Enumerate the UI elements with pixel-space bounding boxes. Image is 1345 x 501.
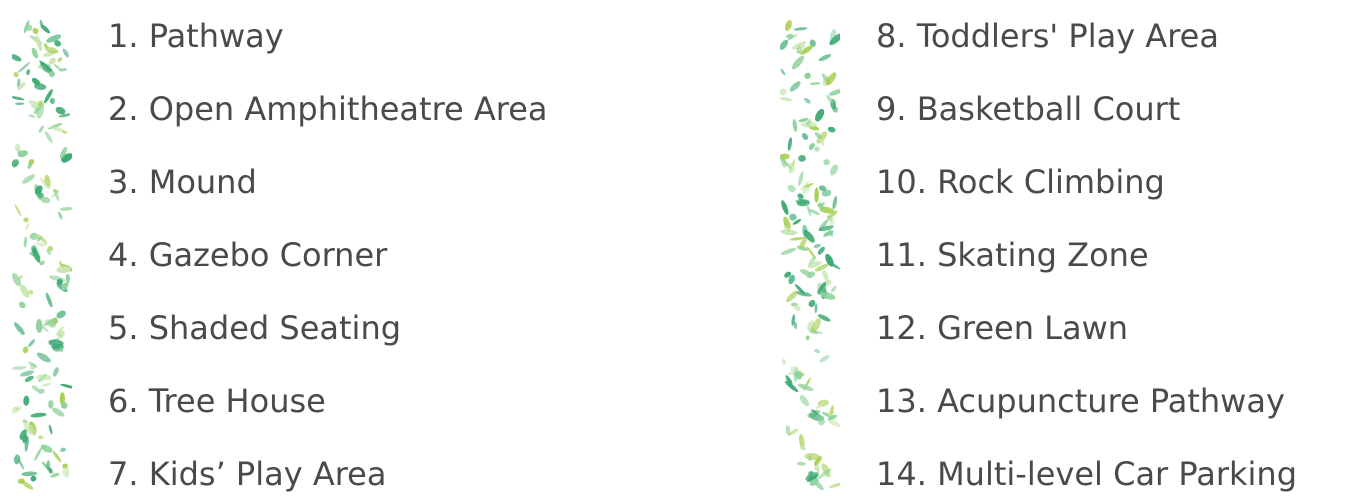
amenity-item: 8. Toddlers' Play Area <box>876 17 1219 55</box>
amenity-item: 7. Kids’ Play Area <box>108 455 387 493</box>
amenity-item: 5. Shaded Seating <box>108 309 402 347</box>
amenity-item: 11. Skating Zone <box>876 236 1149 274</box>
amenity-item: 14. Multi-level Car Parking <box>876 455 1298 493</box>
leaf-pattern-icon <box>780 20 840 490</box>
amenity-item: 10. Rock Climbing <box>876 163 1165 201</box>
amenity-item: 1. Pathway <box>108 17 284 55</box>
amenity-item: 6. Tree House <box>108 382 326 420</box>
amenity-item: 3. Mound <box>108 163 257 201</box>
amenity-item: 13. Acupuncture Pathway <box>876 382 1285 420</box>
amenity-item: 12. Green Lawn <box>876 309 1129 347</box>
amenity-item: 2. Open Amphitheatre Area <box>108 90 548 128</box>
amenity-item: 4. Gazebo Corner <box>108 236 388 274</box>
amenity-item: 9. Basketball Court <box>876 90 1181 128</box>
leaf-pattern-icon <box>12 20 72 490</box>
